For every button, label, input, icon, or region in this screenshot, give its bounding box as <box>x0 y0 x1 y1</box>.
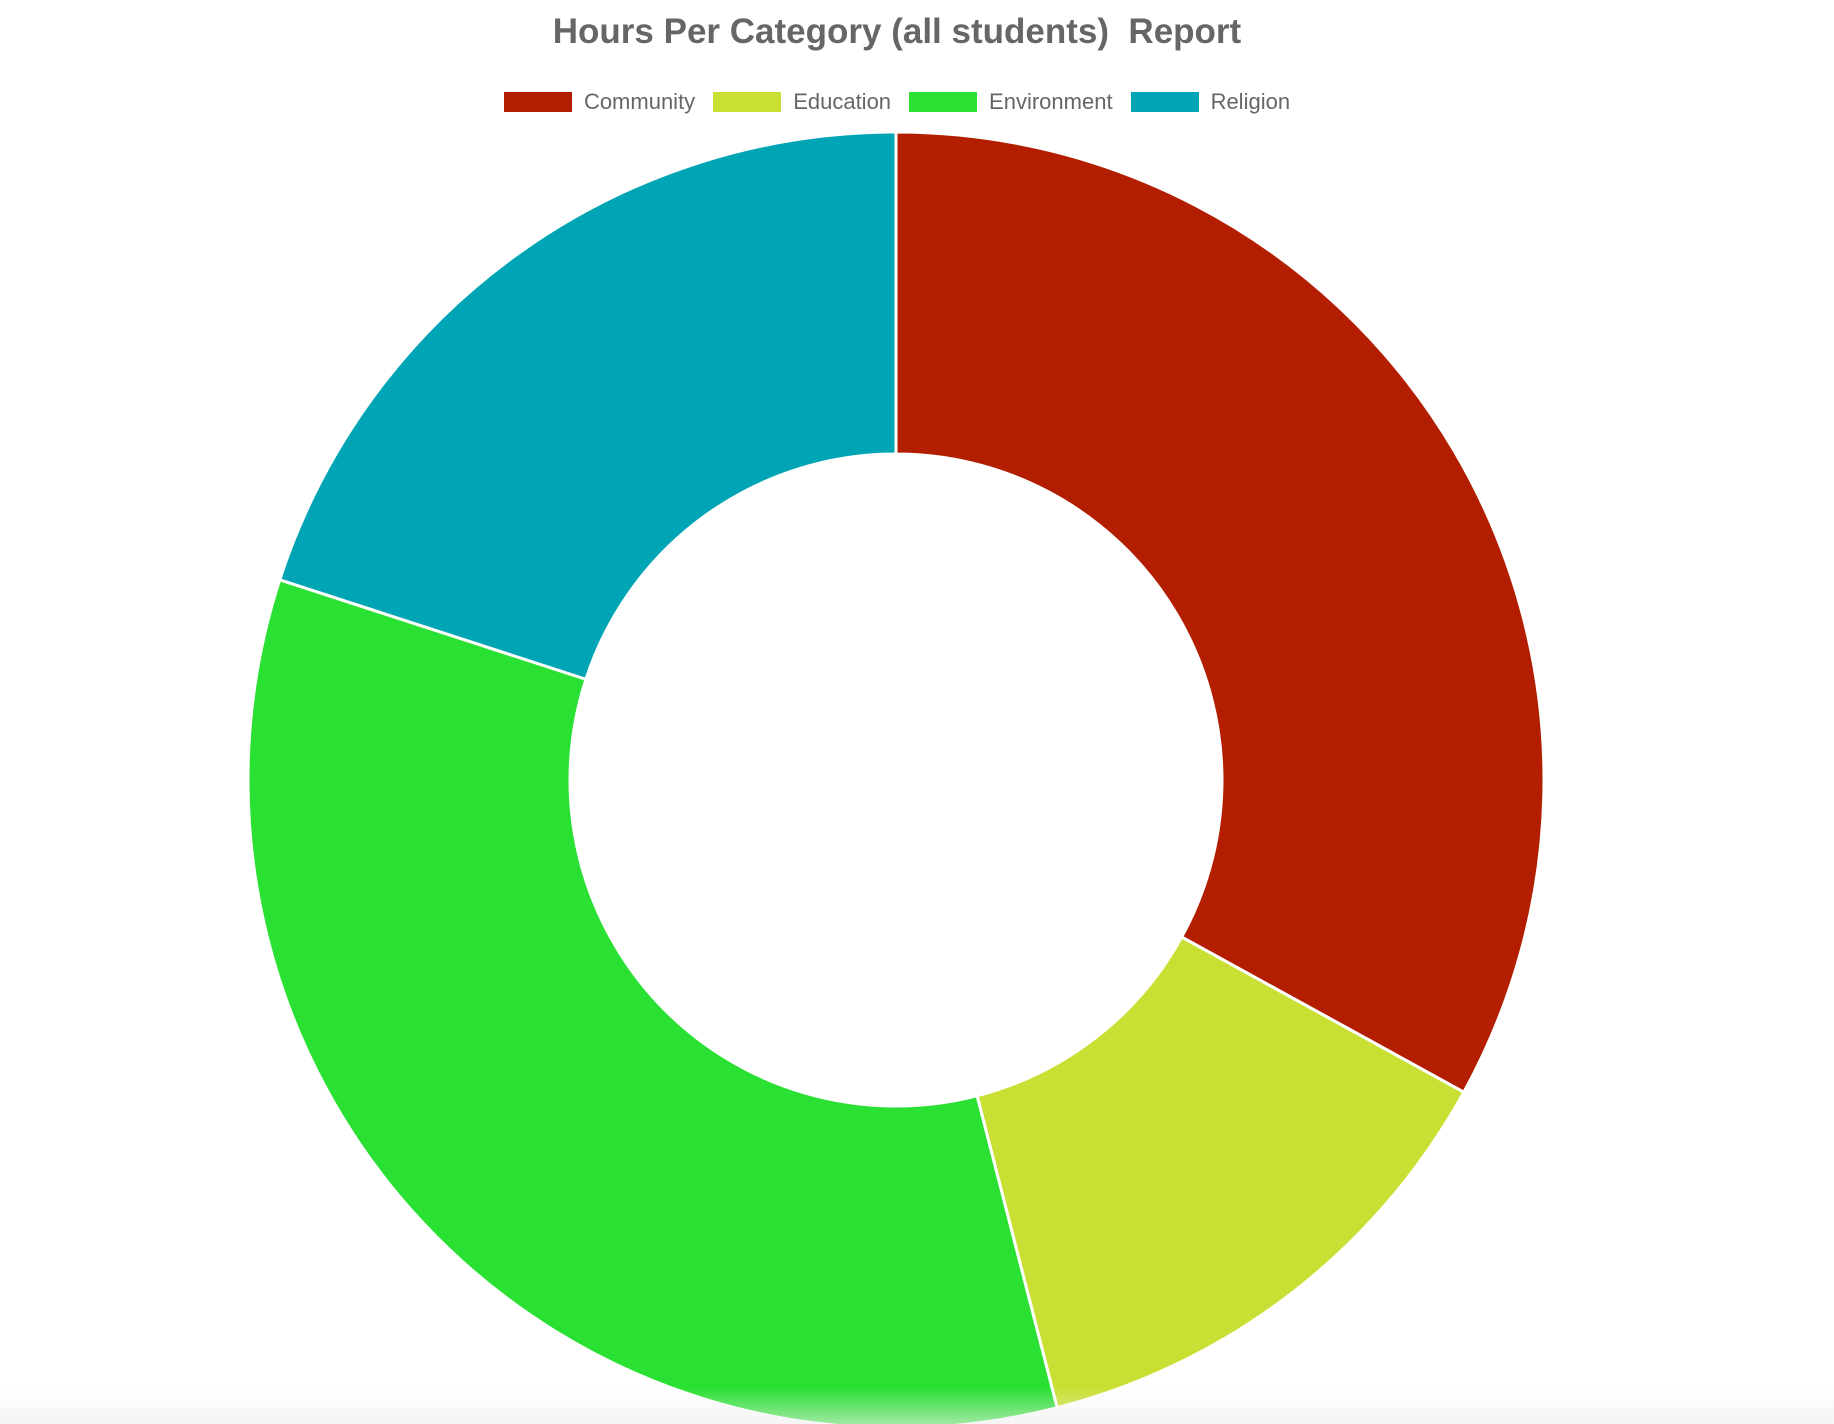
donut-slice-community[interactable] <box>894 130 1546 1095</box>
chart-legend: Community Education Environment Religion <box>0 88 1794 116</box>
legend-swatch-community <box>503 92 572 112</box>
donut-slice-environment[interactable] <box>246 577 1059 1424</box>
legend-label-religion: Religion <box>1210 89 1291 114</box>
legend-item-community[interactable]: Community <box>503 89 696 115</box>
legend-label-education: Education <box>793 89 892 114</box>
legend-item-education[interactable]: Education <box>713 89 891 115</box>
legend-swatch-education <box>713 92 782 112</box>
legend-swatch-environment <box>909 92 978 112</box>
legend-swatch-religion <box>1130 92 1199 112</box>
legend-item-environment[interactable]: Environment <box>909 89 1113 115</box>
legend-item-religion[interactable]: Religion <box>1130 89 1291 115</box>
chart-title: Hours Per Category (all students) Report <box>552 12 1242 51</box>
donut-slice-religion[interactable] <box>277 130 898 682</box>
legend-label-environment: Environment <box>989 89 1113 114</box>
legend-label-community: Community <box>583 89 696 114</box>
